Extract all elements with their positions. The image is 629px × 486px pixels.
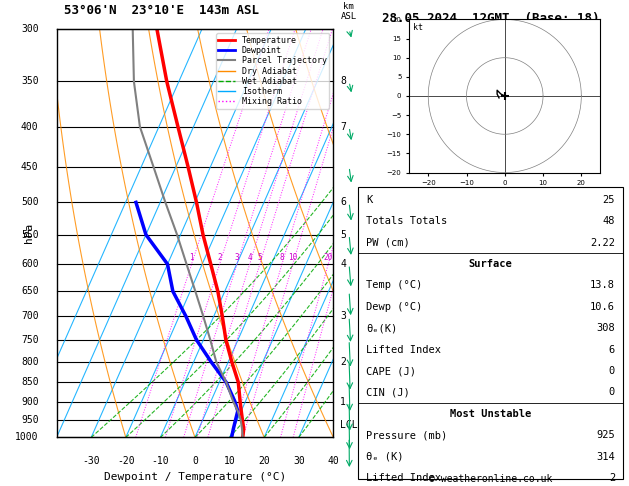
Text: θₑ (K): θₑ (K)	[366, 451, 404, 462]
Text: 600: 600	[21, 259, 38, 269]
Text: 950: 950	[21, 415, 38, 425]
Text: 2: 2	[609, 473, 615, 483]
Text: Pressure (mb): Pressure (mb)	[366, 430, 447, 440]
Text: kt: kt	[413, 22, 423, 32]
Text: 3: 3	[340, 312, 346, 321]
Text: 20: 20	[259, 456, 270, 466]
Text: 0: 0	[192, 456, 198, 466]
Text: CAPE (J): CAPE (J)	[366, 366, 416, 376]
Text: K: K	[366, 195, 372, 205]
Text: hPa: hPa	[24, 223, 34, 243]
Text: 6: 6	[340, 197, 346, 208]
Text: -10: -10	[152, 456, 169, 466]
Text: 308: 308	[596, 323, 615, 333]
Text: 750: 750	[21, 335, 38, 345]
Text: 30: 30	[293, 456, 304, 466]
Text: 40: 40	[328, 456, 339, 466]
Text: -20: -20	[117, 456, 135, 466]
Text: 2: 2	[340, 357, 346, 367]
Text: 1: 1	[340, 397, 346, 407]
Text: km
ASL: km ASL	[340, 1, 357, 21]
Text: 20: 20	[323, 253, 333, 262]
Text: Lifted Index: Lifted Index	[366, 345, 441, 355]
Text: Dewp (°C): Dewp (°C)	[366, 302, 423, 312]
Text: 550: 550	[21, 230, 38, 240]
Legend: Temperature, Dewpoint, Parcel Trajectory, Dry Adiabat, Wet Adiabat, Isotherm, Mi: Temperature, Dewpoint, Parcel Trajectory…	[216, 34, 329, 109]
Text: Dewpoint / Temperature (°C): Dewpoint / Temperature (°C)	[104, 472, 286, 482]
Text: Totals Totals: Totals Totals	[366, 216, 447, 226]
Text: 28.05.2024  12GMT  (Base: 18): 28.05.2024 12GMT (Base: 18)	[382, 12, 599, 25]
Text: 650: 650	[21, 286, 38, 296]
Text: 8: 8	[280, 253, 284, 262]
Text: 4: 4	[247, 253, 252, 262]
Text: 25: 25	[603, 195, 615, 205]
Text: 314: 314	[596, 451, 615, 462]
Text: 10: 10	[224, 456, 235, 466]
Text: 925: 925	[596, 430, 615, 440]
Text: 7: 7	[340, 122, 346, 132]
Text: θₑ(K): θₑ(K)	[366, 323, 398, 333]
Text: 4: 4	[340, 259, 346, 269]
Text: 500: 500	[21, 197, 38, 208]
Text: 13.8: 13.8	[590, 280, 615, 291]
Text: 5: 5	[340, 230, 346, 240]
Text: 1: 1	[189, 253, 194, 262]
Text: PW (cm): PW (cm)	[366, 238, 410, 248]
Text: 6: 6	[609, 345, 615, 355]
Text: 2: 2	[217, 253, 222, 262]
Text: 900: 900	[21, 397, 38, 407]
Text: 1000: 1000	[15, 433, 38, 442]
Bar	[358, 187, 623, 479]
Text: 10.6: 10.6	[590, 302, 615, 312]
Text: 3: 3	[235, 253, 239, 262]
Text: 800: 800	[21, 357, 38, 367]
Text: Temp (°C): Temp (°C)	[366, 280, 423, 291]
Text: Surface: Surface	[469, 259, 513, 269]
Text: 10: 10	[288, 253, 298, 262]
Text: CIN (J): CIN (J)	[366, 387, 410, 398]
Text: 0: 0	[609, 366, 615, 376]
Text: 5: 5	[257, 253, 262, 262]
Text: 0: 0	[609, 387, 615, 398]
Text: 53°06'N  23°10'E  143m ASL: 53°06'N 23°10'E 143m ASL	[64, 4, 259, 17]
Text: © weatheronline.co.uk: © weatheronline.co.uk	[429, 473, 552, 484]
Text: 450: 450	[21, 162, 38, 172]
Text: Lifted Index: Lifted Index	[366, 473, 441, 483]
Text: 350: 350	[21, 76, 38, 87]
Text: 850: 850	[21, 377, 38, 387]
Text: 300: 300	[21, 24, 38, 34]
Text: 8: 8	[340, 76, 346, 87]
Text: Mixing Ratio (g/kg): Mixing Ratio (g/kg)	[379, 203, 387, 305]
Text: LCL: LCL	[340, 420, 358, 430]
Text: Most Unstable: Most Unstable	[450, 409, 532, 419]
Text: 700: 700	[21, 312, 38, 321]
Text: 400: 400	[21, 122, 38, 132]
Text: 2.22: 2.22	[590, 238, 615, 248]
Text: -30: -30	[82, 456, 100, 466]
Text: 48: 48	[603, 216, 615, 226]
